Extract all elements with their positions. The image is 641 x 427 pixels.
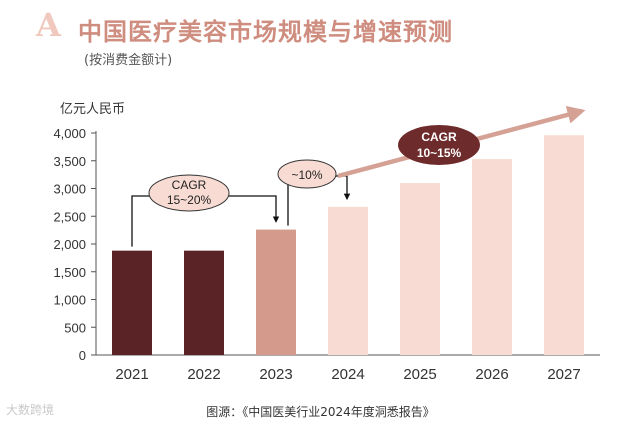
cagr-badge-label: CAGR <box>172 178 207 192</box>
x-tick-label: 2027 <box>547 366 580 383</box>
y-tick-label: 3,000 <box>53 182 86 197</box>
bar-2023 <box>256 229 296 355</box>
growth-badge-label: ~10% <box>291 168 322 182</box>
y-tick-label: 2,500 <box>53 209 86 224</box>
bar-2021 <box>112 250 152 355</box>
cagr-badge-2024-2027 <box>398 125 480 165</box>
cagr-badge-value: 10~15% <box>417 146 462 160</box>
x-tick-label: 2021 <box>115 366 148 383</box>
x-tick-label: 2024 <box>331 366 364 383</box>
chart-subtitle: (按消费金额计) <box>84 53 173 68</box>
x-tick-label: 2022 <box>187 366 220 383</box>
logo-letter: A <box>36 6 61 44</box>
cagr-badge-value: 15~20% <box>167 193 212 207</box>
cagr-badge-2021-2023 <box>148 174 230 212</box>
bar-2026 <box>472 159 512 355</box>
page-title: 中国医疗美容市场规模与增速预测 <box>78 18 453 46</box>
x-tick-label: 2025 <box>403 366 436 383</box>
growth-badge-2023-2024 <box>277 159 337 189</box>
source-caption: 图源：《中国医美行业2024年度洞悉报告》 <box>206 405 435 419</box>
bar-2022 <box>184 250 224 355</box>
y-tick-label: 1,500 <box>53 265 86 280</box>
watermark: 大数跨境 <box>6 403 55 417</box>
y-tick-label: 4,000 <box>53 126 86 141</box>
y-tick-label: 0 <box>79 348 86 363</box>
y-tick-label: 2,000 <box>53 237 86 252</box>
y-axis-label: 亿元人民币 <box>60 101 125 116</box>
bar-2024 <box>328 206 368 355</box>
x-tick-label: 2023 <box>259 366 292 383</box>
bar-2027 <box>544 135 584 355</box>
y-tick-label: 3,500 <box>53 154 86 169</box>
x-tick-label: 2026 <box>475 366 508 383</box>
cagr-badge-label: CAGR <box>421 130 457 144</box>
y-tick-label: 500 <box>64 320 86 335</box>
y-tick-label: 1,000 <box>53 293 86 308</box>
bar-2025 <box>400 182 440 355</box>
